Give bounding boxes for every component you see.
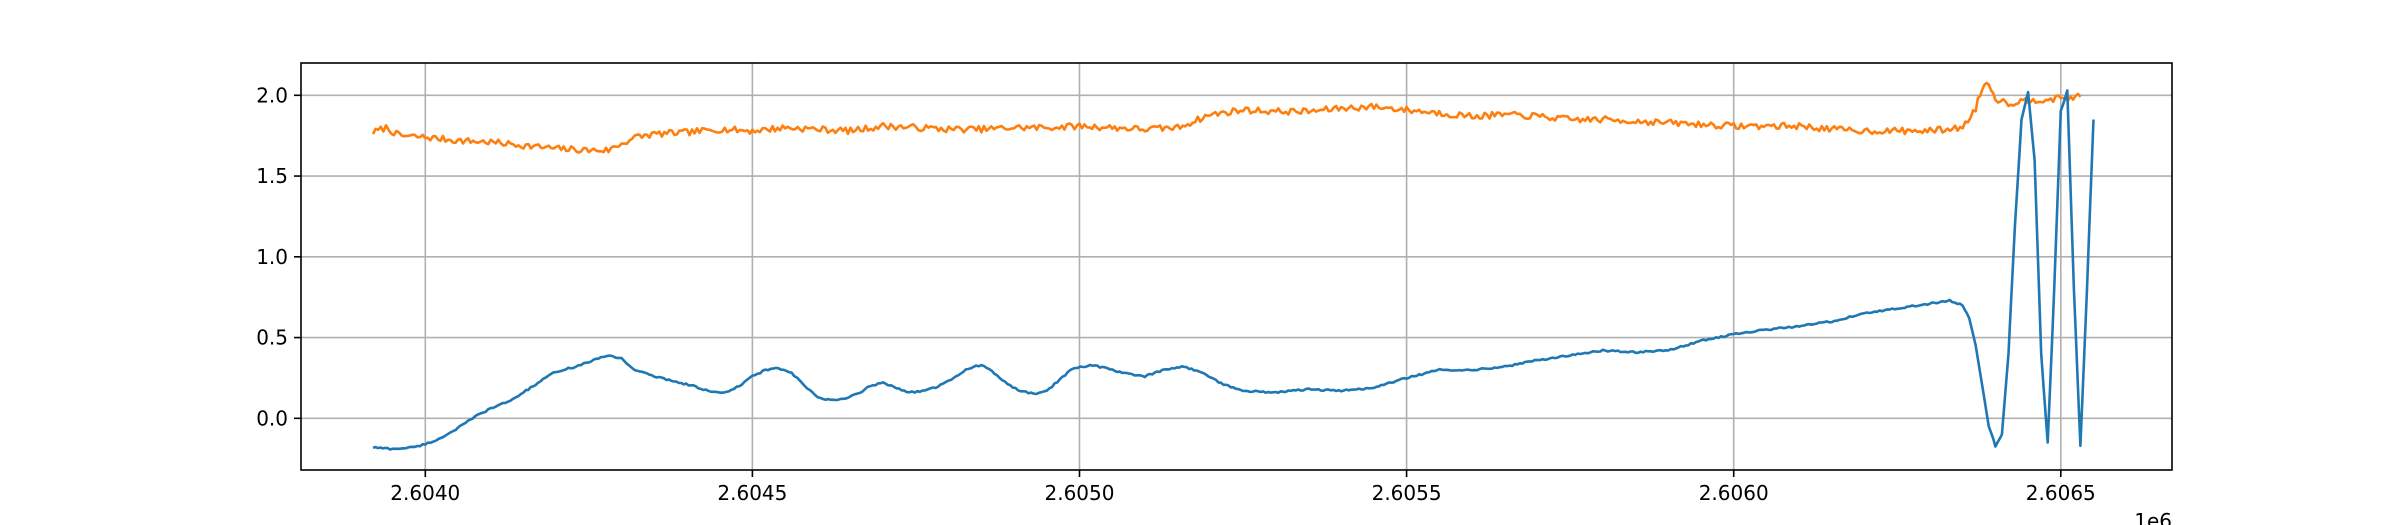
x-tick-label: 2.6060 [1699,481,1769,505]
y-tick-label: 0.0 [256,406,288,430]
plot-frame [300,62,2173,471]
x-tick-label: 2.6065 [2026,481,2096,505]
grid-lines [301,63,2172,470]
series-line-2 [372,89,2095,451]
y-tick-label: 0.5 [256,326,288,350]
y-tick-label: 1.5 [256,164,288,188]
x-tick-label: 2.6050 [1045,481,1115,505]
series-line-1 [371,81,2082,154]
series-lines [371,81,2095,451]
x-tick-label: 2.6055 [1372,481,1442,505]
y-tick-label: 1.0 [256,245,288,269]
x-tick-label: 2.6045 [717,481,787,505]
y-axis: 0.0 0.5 1.0 1.5 2.0 [256,83,301,430]
x-axis: 2.6040 2.6045 2.6050 2.6055 2.6060 2.6065 [390,470,2096,505]
plot-area [301,63,2172,470]
y-tick-label: 2.0 [256,83,288,107]
x-tick-label: 2.6040 [390,481,460,505]
x-axis-offset-label: 1e6 [2134,509,2172,525]
